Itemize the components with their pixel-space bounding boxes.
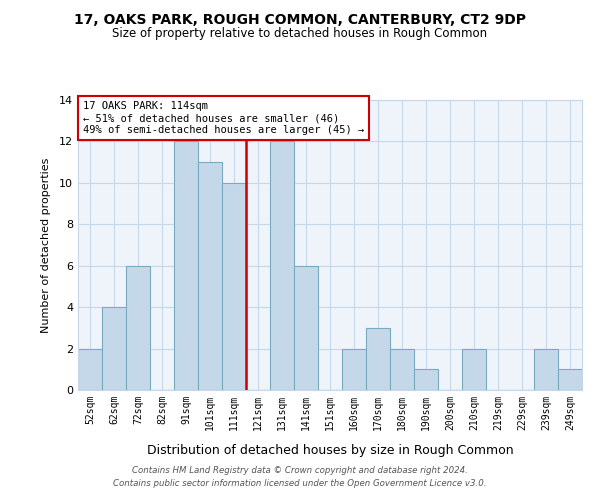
Bar xyxy=(102,307,126,390)
Bar xyxy=(366,328,390,390)
Bar xyxy=(174,142,198,390)
X-axis label: Distribution of detached houses by size in Rough Common: Distribution of detached houses by size … xyxy=(146,444,514,457)
Bar xyxy=(198,162,222,390)
Text: Size of property relative to detached houses in Rough Common: Size of property relative to detached ho… xyxy=(112,28,488,40)
Bar xyxy=(534,348,558,390)
Bar xyxy=(294,266,318,390)
Bar xyxy=(414,370,438,390)
Bar xyxy=(390,348,414,390)
Bar xyxy=(558,370,582,390)
Bar xyxy=(270,142,294,390)
Bar xyxy=(78,348,102,390)
Bar xyxy=(222,183,246,390)
Text: Contains HM Land Registry data © Crown copyright and database right 2024.
Contai: Contains HM Land Registry data © Crown c… xyxy=(113,466,487,487)
Bar xyxy=(342,348,366,390)
Y-axis label: Number of detached properties: Number of detached properties xyxy=(41,158,50,332)
Bar xyxy=(126,266,150,390)
Bar xyxy=(462,348,486,390)
Text: 17, OAKS PARK, ROUGH COMMON, CANTERBURY, CT2 9DP: 17, OAKS PARK, ROUGH COMMON, CANTERBURY,… xyxy=(74,12,526,26)
Text: 17 OAKS PARK: 114sqm
← 51% of detached houses are smaller (46)
49% of semi-detac: 17 OAKS PARK: 114sqm ← 51% of detached h… xyxy=(83,102,364,134)
